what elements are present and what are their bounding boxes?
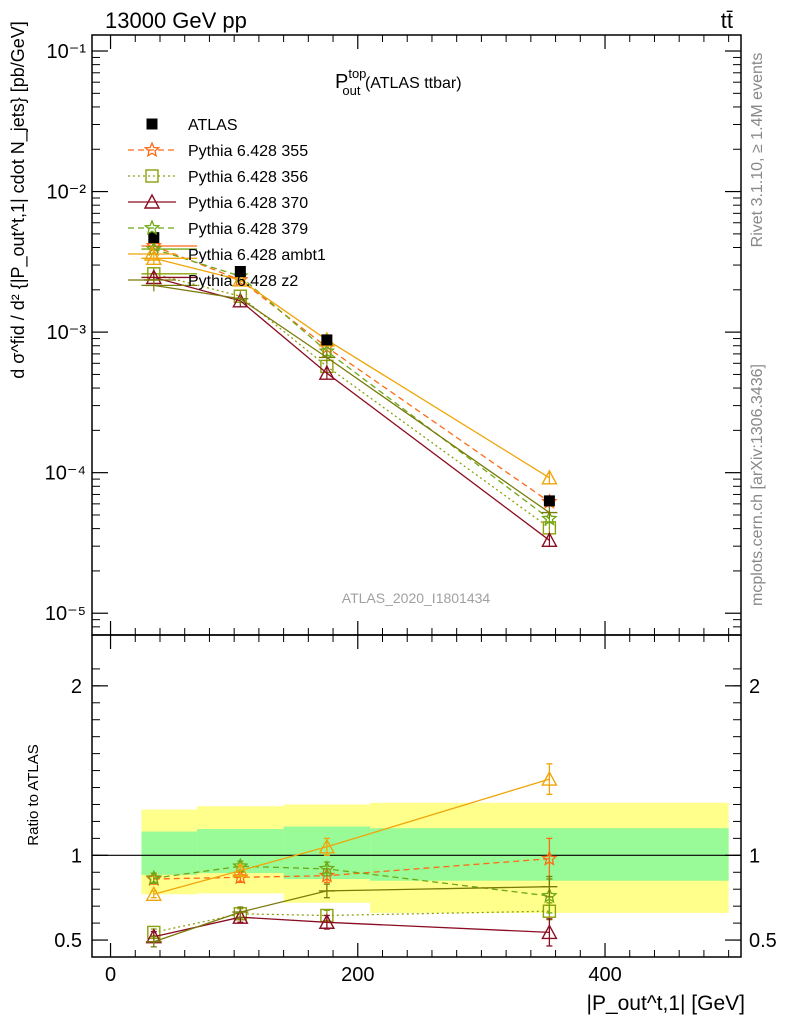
ratio-panel-frame	[91, 634, 742, 958]
plot-title-rest: (ATLAS ttbar)	[361, 75, 462, 92]
legend-label-pythia-6-428-370: Pythia 6.428 370	[188, 195, 308, 212]
ratio-point-pythia-6-428-355	[541, 849, 558, 866]
ratio-point-pythia-6-428-370	[318, 913, 336, 929]
x-tick-label: 400	[588, 964, 621, 986]
band-inner-bin	[141, 831, 198, 875]
atlas-data-point	[148, 232, 160, 244]
ratio-line-pythia-6-428-379	[153, 865, 550, 897]
y-tick-label: 10⁻⁵	[45, 603, 86, 625]
ratio-tick-label: 1	[71, 845, 82, 867]
energy-label: 13000 GeV pp	[105, 8, 247, 33]
ratio-point-pythia-6-428-ambt1	[541, 770, 558, 786]
legend: ATLAS Pythia 6.428 355 Pythia 6.428 356 Pyt…	[128, 117, 326, 290]
x-tick-label: 200	[341, 964, 374, 986]
ratio-point-pythia-6-428-ambt1	[232, 862, 249, 878]
analysis-watermark: ATLAS_2020_I1801434	[342, 590, 491, 606]
process-label: tt̄	[721, 8, 733, 33]
rivet-label: Rivet 3.1.10, ≥ 1.4M events	[749, 53, 766, 248]
ratio-point-pythia-6-428-379	[145, 869, 163, 886]
y-tick-label: 10⁻⁴	[45, 463, 86, 485]
x-tick-label: 0	[105, 964, 116, 986]
ratio-line-pythia-6-428-z2	[153, 886, 550, 943]
legend-marker-pythia-6-428-379	[143, 219, 161, 236]
legend-label-pythia-6-428-356: Pythia 6.428 356	[188, 169, 308, 186]
ratio-point-pythia-6-428-370	[541, 923, 558, 940]
y-axis-label: d σ^fid / d² {|P_out^t,1| cdot N_jets} […	[8, 21, 29, 379]
series-point-pythia-6-428-ambt1	[232, 271, 249, 287]
series-line-pythia-6-428-370	[153, 276, 550, 541]
legend-marker-pythia-6-428-370	[143, 193, 161, 209]
y-axis-title: d σ^fid / d² {|P_out^t,1| cdot N_jets} […	[8, 21, 29, 379]
legend-label-pythia-6-428-379: Pythia 6.428 379	[188, 221, 308, 238]
plot-title-sub: out	[342, 83, 360, 98]
ratio-point-pythia-6-428-ambt1	[145, 885, 162, 901]
series-point-pythia-6-428-ambt1	[541, 469, 558, 485]
ratio-tick-label-right: 2	[749, 676, 760, 698]
ratio-point-pythia-6-428-370	[232, 908, 249, 924]
ratio-point-pythia-6-428-379	[541, 887, 558, 904]
ratio-point-pythia-6-428-355	[232, 868, 249, 885]
y-tick-label: 10⁻³	[47, 322, 87, 344]
ratio-y-axis-label: Ratio to ATLAS	[25, 744, 42, 845]
mcplots-label: mcplots.cern.ch [arXiv:1306.3436]	[749, 364, 766, 606]
plot-title-sup: top	[348, 66, 366, 81]
ratio-tick-label: 2	[71, 676, 82, 698]
ratio-point-pythia-6-428-379	[318, 860, 336, 876]
series-line-pythia-6-428-ambt1	[153, 257, 550, 479]
series-point-pythia-6-428-370	[318, 364, 336, 380]
ratio-line-pythia-6-428-356	[153, 910, 550, 934]
series-point-pythia-6-428-370	[232, 292, 249, 308]
series-line-pythia-6-428-356	[153, 273, 550, 529]
legend-label-pythia-6-428-z2: Pythia 6.428 z2	[188, 273, 298, 290]
atlas-data-point	[543, 495, 555, 507]
ratio-tick-label: 0.5	[54, 930, 82, 952]
legend-label-pythia-6-428-ambt1: Pythia 6.428 ambt1	[188, 247, 326, 264]
ratio-point-pythia-6-428-ambt1	[318, 838, 336, 854]
plot-title: Ptop out (ATLAS ttbar)	[335, 66, 462, 98]
ratio-line-pythia-6-428-ambt1	[153, 778, 550, 895]
ratio-point-pythia-6-428-355	[318, 867, 336, 883]
series-line-pythia-6-428-z2	[153, 284, 550, 514]
legend-marker-pythia-6-428-ambt1	[143, 245, 161, 261]
plot-content	[92, 232, 741, 948]
y-tick-label: 10⁻²	[47, 182, 87, 204]
plot-title-main: P	[335, 71, 348, 93]
ratio-line-pythia-6-428-355	[153, 858, 550, 880]
atlas-data-point	[321, 334, 333, 346]
legend-marker-atlas	[146, 118, 158, 130]
x-axis-label: |P_out^t,1| [GeV]	[586, 992, 745, 1015]
y-tick-label: 10⁻¹	[47, 41, 87, 63]
legend-marker-pythia-6-428-356	[145, 169, 159, 183]
ratio-tick-label-right: 0.5	[749, 930, 777, 952]
series-point-pythia-6-428-379	[541, 510, 558, 526]
series-point-pythia-6-428-370	[541, 531, 558, 548]
atlas-data-point	[234, 265, 246, 277]
legend-label-pythia-6-428-355: Pythia 6.428 355	[188, 143, 308, 160]
legend-marker-pythia-6-428-355	[143, 141, 161, 158]
axes: 0 200 400 10⁻¹ 10⁻² 10⁻³ 10⁻⁴ 10⁻⁵ 0.5 0.5 1 1 2 2	[45, 35, 777, 986]
data-uncertainty-bands	[141, 802, 729, 913]
ratio-tick-label-right: 1	[749, 845, 760, 867]
legend-label-atlas: ATLAS	[188, 117, 238, 134]
